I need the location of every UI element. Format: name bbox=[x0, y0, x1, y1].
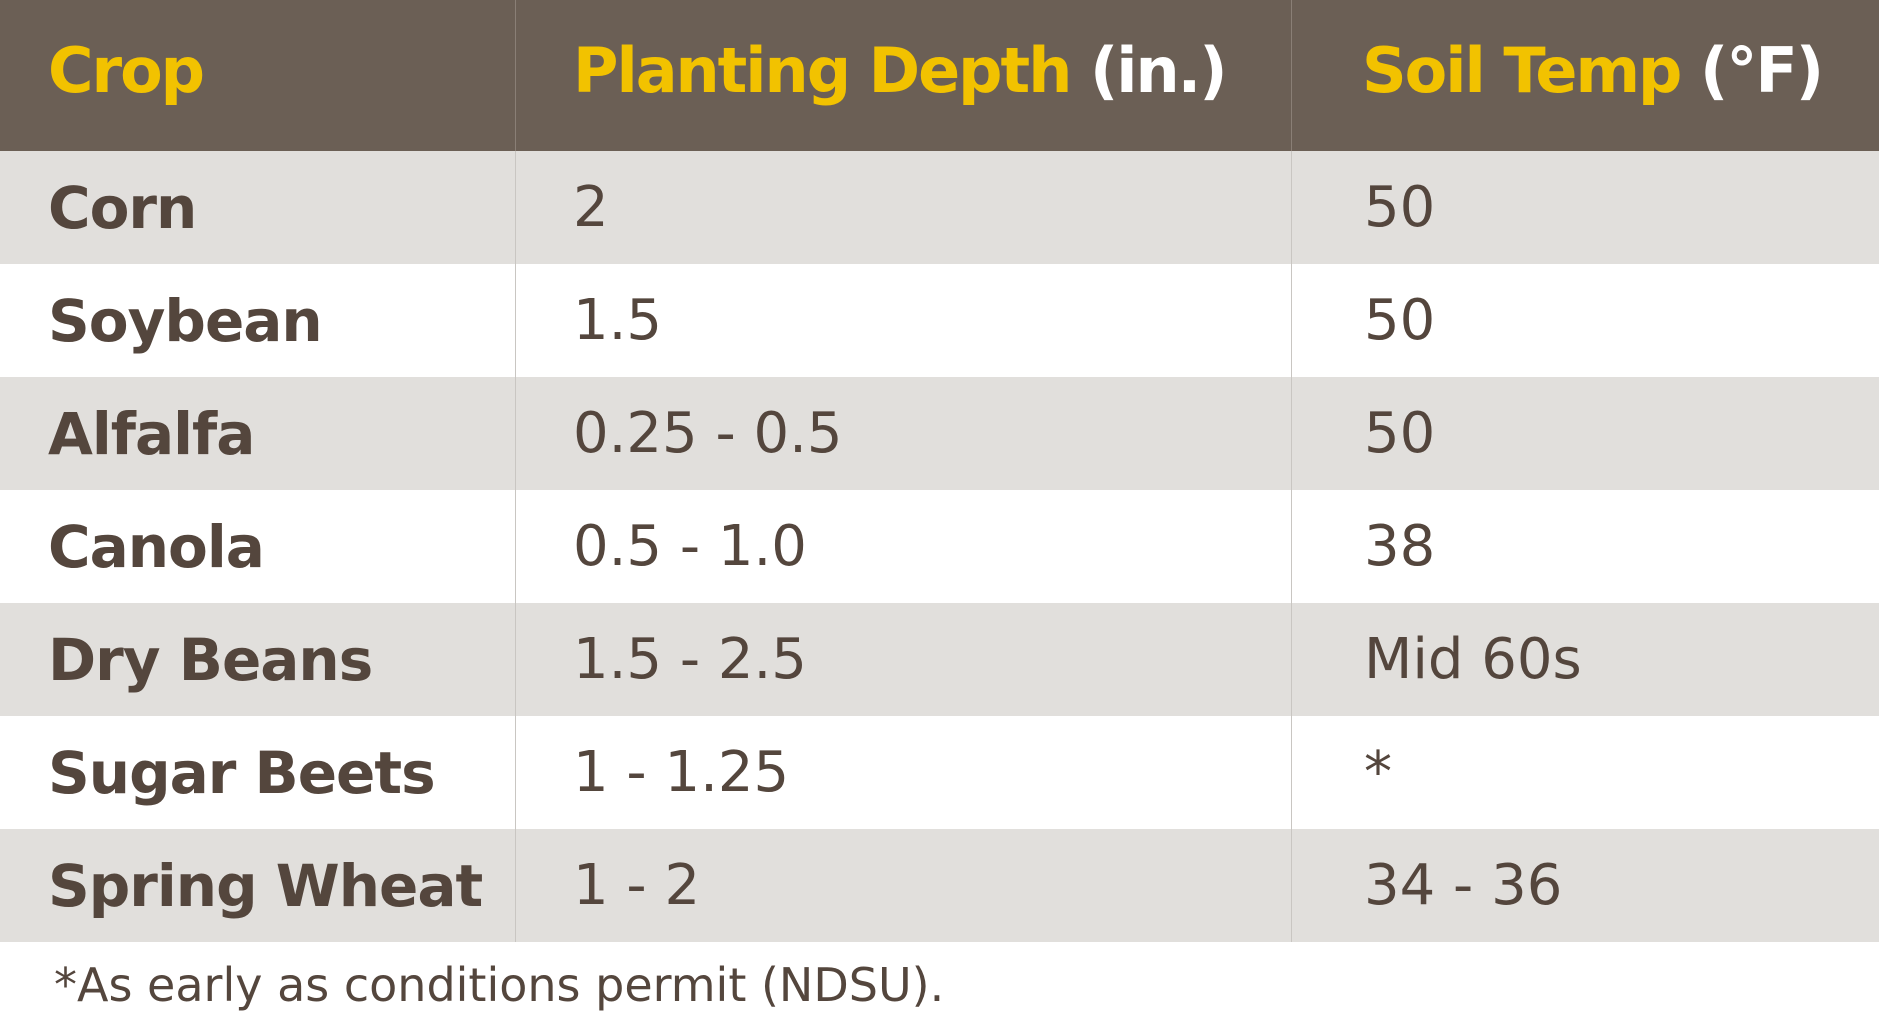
table-row: Corn 2 50 bbox=[0, 151, 1879, 264]
soil-temp-value: * bbox=[1364, 740, 1392, 805]
crop-name: Corn bbox=[48, 173, 197, 242]
crop-name: Alfalfa bbox=[48, 399, 255, 468]
soil-temp-value: 34 - 36 bbox=[1364, 853, 1563, 918]
table-row: Dry Beans 1.5 - 2.5 Mid 60s bbox=[0, 603, 1879, 716]
crop-name: Canola bbox=[48, 512, 265, 581]
planting-table: Crop Planting Depth (in.) Soil Temp (°F)… bbox=[0, 0, 1879, 942]
planting-depth-value: 1.5 bbox=[573, 288, 663, 353]
planting-depth-value: 2 bbox=[573, 175, 609, 240]
soil-temp-value: 50 bbox=[1364, 288, 1436, 353]
soil-temp-value: 50 bbox=[1364, 401, 1436, 466]
planting-depth-value: 1 - 2 bbox=[573, 853, 701, 918]
crop-name: Dry Beans bbox=[48, 625, 373, 694]
header-crop-label: Crop bbox=[48, 34, 205, 107]
table-row: Alfalfa 0.25 - 0.5 50 bbox=[0, 377, 1879, 490]
table-row: Sugar Beets 1 - 1.25 * bbox=[0, 716, 1879, 829]
planting-depth-value: 1.5 - 2.5 bbox=[573, 627, 807, 692]
crop-name: Spring Wheat bbox=[48, 851, 483, 920]
table-header: Crop Planting Depth (in.) Soil Temp (°F) bbox=[0, 0, 1879, 151]
header-depth-label: Planting Depth bbox=[573, 34, 1072, 107]
header-soil-temp: Soil Temp (°F) bbox=[1292, 0, 1879, 151]
planting-depth-value: 0.5 - 1.0 bbox=[573, 514, 807, 579]
planting-depth-value: 1 - 1.25 bbox=[573, 740, 790, 805]
soil-temp-value: Mid 60s bbox=[1364, 627, 1582, 692]
table-row: Canola 0.5 - 1.0 38 bbox=[0, 490, 1879, 603]
header-temp-unit: (°F) bbox=[1700, 34, 1824, 107]
header-depth-unit: (in.) bbox=[1089, 34, 1228, 107]
crop-name: Soybean bbox=[48, 286, 323, 355]
header-crop: Crop bbox=[0, 0, 516, 151]
crop-name: Sugar Beets bbox=[48, 738, 436, 807]
soil-temp-value: 38 bbox=[1364, 514, 1436, 579]
planting-depth-value: 0.25 - 0.5 bbox=[573, 401, 843, 466]
soil-temp-value: 50 bbox=[1364, 175, 1436, 240]
table-row: Spring Wheat 1 - 2 34 - 36 bbox=[0, 829, 1879, 942]
footnote: *As early as conditions permit (NDSU). bbox=[54, 958, 945, 1012]
header-planting-depth: Planting Depth (in.) bbox=[516, 0, 1292, 151]
table-row: Soybean 1.5 50 bbox=[0, 264, 1879, 377]
header-temp-label: Soil Temp bbox=[1362, 34, 1682, 107]
